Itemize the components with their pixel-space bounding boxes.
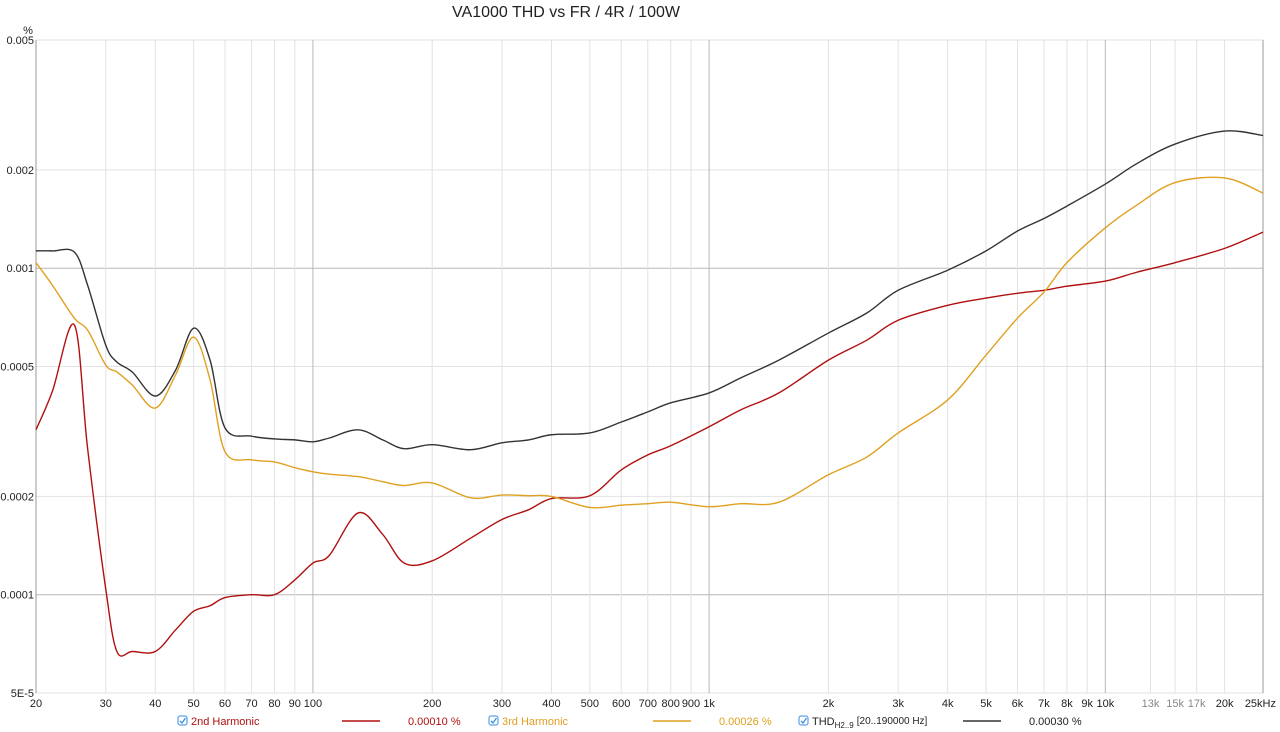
data-line [35,176,1264,509]
x-tick-label: 30 [100,698,112,710]
x-tick-label: 25kHz [1245,698,1276,710]
legend-value: 0.00010 % [408,716,461,728]
x-tick-label: 9k [1081,698,1093,710]
x-tick-label: 100 [304,698,322,710]
legend-checkbox [798,715,809,726]
legend-label: 3rd Harmonic [502,716,569,728]
x-tick-label: 70 [245,698,257,710]
x-tick-label: 3k [892,698,904,710]
legend-check [490,717,498,725]
chart-title: VA1000 THD vs FR / 4R / 100W [452,4,681,21]
legend-name: 3rd Harmonic [502,716,569,728]
y-tick-label: 5E-5 [11,688,34,700]
x-tick-label: 5k [980,698,992,710]
x-tick-label: 80 [268,698,280,710]
data-line [35,231,1264,657]
x-tick-label: 800 [662,698,680,710]
x-tick-label: 4k [942,698,954,710]
x-tick-label: 900 [682,698,700,710]
legend-value: 0.00026 % [719,716,772,728]
y-tick-label: 0.0002 [0,491,34,503]
x-tick-label: 17k [1188,698,1206,710]
legend-checkbox [177,715,188,726]
x-tick-label: 13k [1142,698,1160,710]
x-tick-label: 2k [823,698,835,710]
x-tick-label: 200 [423,698,441,710]
x-tick-label: 50 [188,698,200,710]
y-tick-label: 0.0005 [0,361,34,373]
x-tick-label: 10k [1096,698,1114,710]
x-tick-label: 20k [1216,698,1234,710]
x-tick-label: 6k [1012,698,1024,710]
x-tick-label: 500 [581,698,599,710]
y-tick-label: 0.002 [6,165,34,177]
x-tick-label: 700 [639,698,657,710]
legend-label: THDH2..9 [20..190000 Hz] [812,716,928,730]
x-tick-label: 20 [30,698,42,710]
legend-check [800,717,808,725]
x-tick-label: 600 [612,698,630,710]
legend-label: 2nd Harmonic [191,716,260,728]
legend-check [179,717,187,725]
y-tick-label: 0.001 [6,263,34,275]
y-tick-label: 0.0001 [0,590,34,602]
x-tick-label: 40 [149,698,161,710]
x-tick-label: 90 [289,698,301,710]
x-tick-label: 8k [1061,698,1073,710]
x-tick-label: 400 [542,698,560,710]
x-tick-label: 15k [1166,698,1184,710]
x-tick-label: 60 [219,698,231,710]
y-axis-unit: % [23,25,33,37]
legend-value: 0.00030 % [1029,716,1082,728]
data-line [35,130,1264,451]
y-tick-label: 0.005 [6,35,34,47]
legend-name-sub: H2..9 [835,721,855,730]
legend-name-note: [20..190000 Hz] [857,716,928,727]
x-tick-label: 1k [703,698,715,710]
legend-name: 2nd Harmonic [191,716,260,728]
x-tick-label: 300 [493,698,511,710]
legend-checkbox [488,715,499,726]
legend-name: THD [812,716,835,728]
x-tick-label: 7k [1038,698,1050,710]
